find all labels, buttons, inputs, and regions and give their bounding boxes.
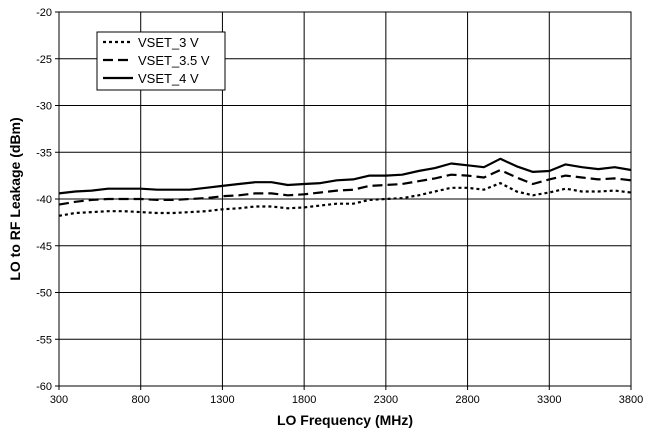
series-line-solid [58,157,632,195]
y-axis-title: LO to RF Leakage (dBm) [7,117,23,280]
series-line-dashed [58,168,632,206]
y-tick-label: -45 [36,241,52,253]
legend: VSET_3 V VSET_3.5 V VSET_4 V [96,31,226,91]
x-tick-label: 300 [50,394,68,406]
y-tick-label: -25 [36,54,52,66]
x-tick-label: 1300 [210,394,234,406]
x-tick-label: 800 [132,394,150,406]
legend-items: VSET_3 V VSET_3.5 V VSET_4 V [103,35,210,86]
series-layer [58,157,632,217]
y-tick-label: -40 [36,194,52,206]
x-tick-label: 1800 [292,394,316,406]
axis-ticks: -60 -55 -50 -45 -40 -35 -30 -25 -20 300 800 1300 180… [36,7,643,406]
y-tick-label: -20 [36,7,52,19]
y-tick-label: -50 [36,288,52,300]
x-tick-label: 2300 [374,394,398,406]
legend-label-solid: VSET_4 V [138,71,199,86]
legend-label-dashed: VSET_3.5 V [138,53,210,68]
y-tick-label: -55 [36,334,52,346]
legend-label-dotted: VSET_3 V [138,35,199,50]
y-tick-label: -35 [36,147,52,159]
x-tick-label: 2800 [455,394,479,406]
y-tick-label: -60 [36,381,52,393]
y-tick-label: -30 [36,101,52,113]
x-tick-label: 3800 [619,394,643,406]
x-tick-label: 3300 [537,394,561,406]
x-axis-title: LO Frequency (MHz) [277,412,413,428]
